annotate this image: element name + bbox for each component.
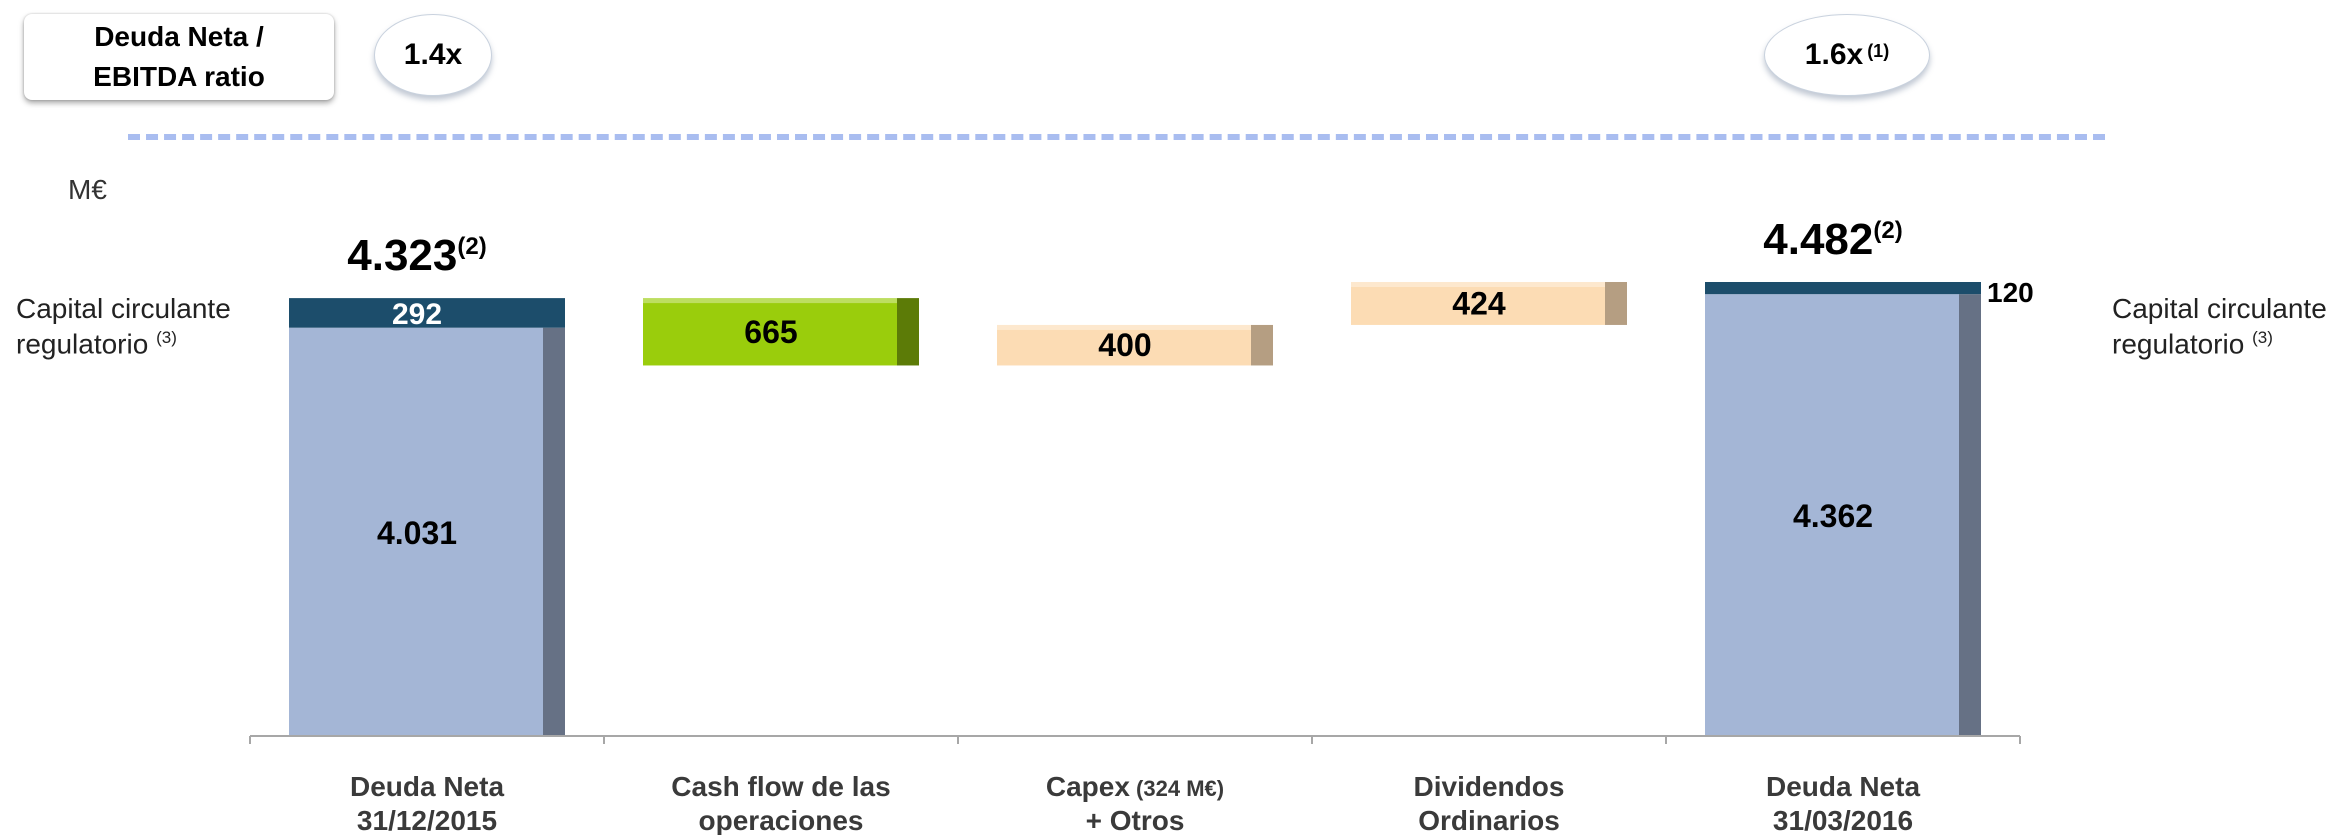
x-tick-label-line1: Dividendos	[1414, 771, 1565, 802]
x-tick-label-line1: Deuda Neta	[1766, 771, 1920, 802]
bar-outflow-label: 400	[1098, 327, 1151, 363]
x-tick-label-line1: Capex (324 M€)	[1046, 771, 1224, 802]
bar-total-main-label: 4.031	[377, 515, 457, 551]
ratio-end-badge: 1.6x (1)	[1764, 14, 1930, 96]
side-label-right-line2: regulatorio	[2112, 328, 2245, 360]
ratio-end-note: (1)	[1867, 40, 1890, 61]
bar-cashflow-side	[897, 298, 919, 366]
bar-total-main-label: 4.362	[1793, 498, 1873, 534]
bar-total-cap	[289, 298, 565, 328]
bar-outflow-side	[1605, 282, 1627, 325]
separator-dashed-line	[128, 134, 2105, 140]
bar-total-body	[1705, 294, 1959, 736]
ratio-label-box: Deuda Neta / EBITDA ratio	[24, 14, 334, 100]
bar-total-body	[289, 327, 543, 736]
side-label-left-line1: Capital circulante	[16, 293, 231, 324]
x-tick-label-line2: 31/03/2016	[1773, 805, 1913, 835]
unit-label: M€	[68, 174, 107, 205]
bar-cashflow-highlight	[643, 298, 897, 304]
x-tick-label-line2: 31/12/2015	[357, 805, 497, 835]
bar-cashflow-label: 665	[744, 314, 797, 350]
ratio-label-line2: EBITDA ratio	[93, 61, 265, 92]
x-tick-label-line2: Ordinarios	[1418, 805, 1560, 835]
x-tick-label-line1: Deuda Neta	[350, 771, 504, 802]
bar-total-cap	[1705, 282, 1981, 295]
x-tick-label-line1: Cash flow de las	[671, 771, 890, 802]
x-tick-label-line2: operaciones	[699, 805, 864, 835]
bar-cashflow	[643, 298, 897, 366]
x-tick-label-line2: + Otros	[1086, 805, 1185, 835]
bar-outflow	[1351, 282, 1605, 325]
side-label-right: Capital circulante regulatorio (3)	[2112, 294, 2327, 358]
side-label-left-line2: regulatorio	[16, 328, 149, 360]
bar-outflow-highlight	[997, 324, 1251, 330]
bar-outflow-highlight	[1351, 282, 1605, 287]
side-label-right-note: (3)	[2252, 328, 2273, 347]
side-label-left: Capital circulante regulatorio (3)	[16, 294, 231, 358]
bar-outflow-side	[1251, 324, 1273, 366]
bar-total-cap-label: 120	[1987, 277, 2034, 308]
ratio-start-badge: 1.4x	[374, 14, 492, 96]
side-label-right-line1: Capital circulante	[2112, 293, 2327, 324]
ratio-label-line1: Deuda Neta /	[94, 21, 264, 52]
bar-total-body-side	[1959, 294, 1981, 736]
side-label-left-note: (3)	[156, 328, 177, 347]
bar-total-value-label: 4.323(2)	[347, 231, 486, 280]
bar-total-cap-label: 292	[392, 298, 442, 331]
ratio-end-value: 1.6x	[1804, 38, 1864, 71]
bar-outflow	[997, 324, 1251, 366]
bar-total-body-side	[543, 327, 565, 736]
bar-total-value-label: 4.482(2)	[1763, 215, 1902, 264]
bar-outflow-label: 424	[1452, 285, 1506, 321]
ratio-start-value: 1.4x	[403, 38, 463, 71]
